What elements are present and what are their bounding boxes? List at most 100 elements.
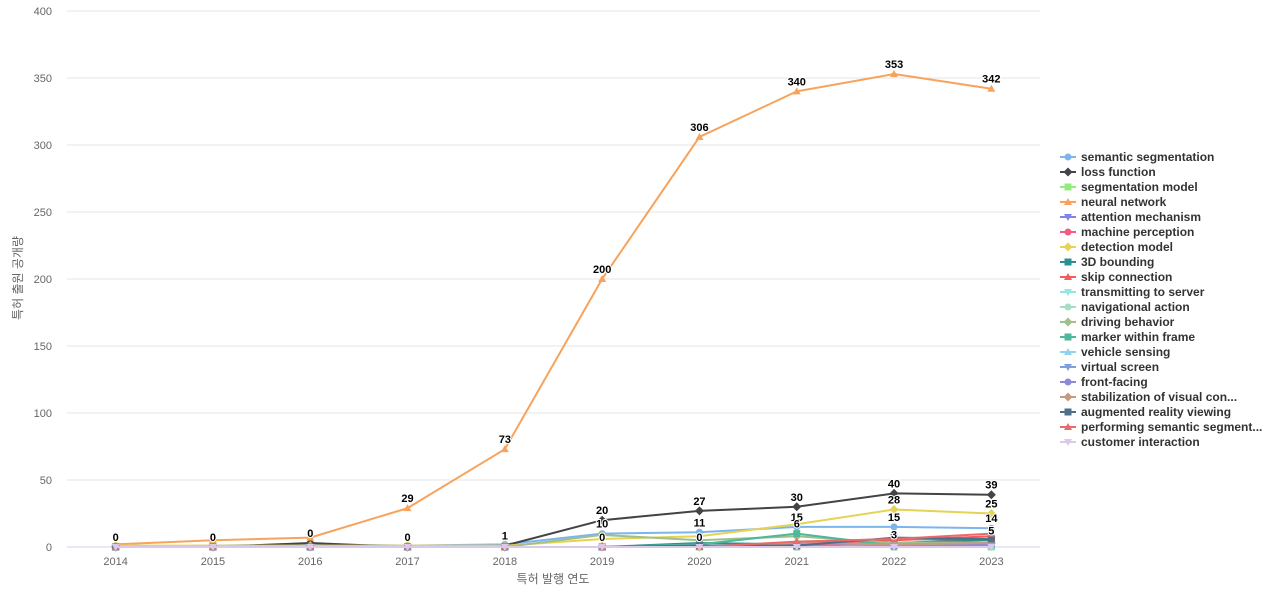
data-label: 0	[113, 532, 119, 544]
data-point[interactable]	[890, 544, 899, 551]
legend-item-machine-perception[interactable]: machine perception	[1060, 224, 1275, 239]
data-point[interactable]	[987, 544, 996, 551]
legend-item-skip-connection[interactable]: skip connection	[1060, 269, 1275, 284]
data-point[interactable]	[598, 544, 607, 551]
legend-marker-icon	[1063, 317, 1073, 326]
legend-item-transmitting-to-server[interactable]: transmitting to server	[1060, 284, 1275, 299]
x-tick-label: 2015	[201, 556, 225, 568]
data-point[interactable]	[987, 524, 995, 532]
legend-item-navigational-action[interactable]: navigational action	[1060, 299, 1275, 314]
legend-item-semantic-segmentation[interactable]: semantic segmentation	[1060, 149, 1275, 164]
legend-item-marker-within-frame[interactable]: marker within frame	[1060, 329, 1275, 344]
y-axis-ticks: 0 50 100 150 200 250 300 350 400	[34, 6, 52, 554]
x-tick-label: 2023	[979, 556, 1003, 568]
legend-item-augmented-reality-viewing[interactable]: augmented reality viewing	[1060, 404, 1275, 419]
data-point[interactable]	[987, 529, 996, 537]
y-tick-label: 250	[34, 207, 52, 219]
x-tick-label: 2014	[103, 556, 127, 568]
data-point[interactable]	[792, 537, 801, 545]
data-point[interactable]	[598, 275, 607, 282]
data-point[interactable]	[597, 530, 607, 540]
data-label: 0	[696, 532, 702, 544]
data-point[interactable]	[987, 535, 995, 543]
y-tick-label: 350	[34, 73, 52, 85]
legend-symbol-icon	[1060, 392, 1076, 401]
data-point[interactable]	[500, 445, 509, 453]
data-label: 200	[593, 264, 611, 276]
legend-marker-icon	[1064, 197, 1072, 205]
legend-label: attention mechanism	[1081, 209, 1202, 224]
legend-marker-icon	[1064, 213, 1072, 221]
data-point[interactable]	[208, 536, 217, 544]
legend-marker-icon	[1064, 347, 1072, 355]
data-label: 0	[210, 532, 216, 544]
data-point[interactable]	[695, 544, 704, 551]
data-point[interactable]	[403, 544, 412, 551]
data-label: 39	[985, 480, 997, 492]
legend-item-attention-mechanism[interactable]: attention mechanism	[1060, 209, 1275, 224]
legend-label: stabilization of visual con...	[1081, 389, 1238, 404]
legend-symbol-icon	[1060, 197, 1076, 205]
legend: semantic segmentation loss function segmen…	[1060, 149, 1275, 449]
data-point[interactable]	[986, 509, 996, 518]
data-label: 0	[599, 532, 605, 544]
legend-label: vehicle sensing	[1081, 344, 1171, 359]
y-tick-label: 200	[34, 274, 52, 286]
data-point[interactable]	[403, 504, 412, 512]
legend-item-customer-interaction[interactable]: customer interaction	[1060, 434, 1275, 449]
data-label: 28	[888, 494, 900, 506]
legend-item-detection-model[interactable]: detection model	[1060, 239, 1275, 254]
legend-label: loss function	[1081, 164, 1156, 179]
x-tick-label: 2018	[493, 556, 517, 568]
legend-symbol-icon	[1060, 347, 1076, 355]
legend-item-driving-behavior[interactable]: driving behavior	[1060, 314, 1275, 329]
legend-item-segmentation-model[interactable]: segmentation model	[1060, 179, 1275, 194]
legend-marker-icon	[1064, 303, 1072, 310]
legend-item-virtual-screen[interactable]: virtual screen	[1060, 359, 1275, 374]
legend-label: driving behavior	[1081, 314, 1175, 329]
legend-label: customer interaction	[1081, 434, 1200, 449]
legend-marker-icon	[1064, 183, 1072, 190]
legend-label: marker within frame	[1081, 329, 1196, 344]
legend-symbol-icon	[1060, 258, 1076, 265]
y-tick-label: 150	[34, 341, 52, 353]
legend-item-stabilization-of-visual-con[interactable]: stabilization of visual con...	[1060, 389, 1275, 404]
legend-marker-icon	[1064, 272, 1072, 280]
data-point[interactable]	[306, 544, 315, 551]
legend-item-vehicle-sensing[interactable]: vehicle sensing	[1060, 344, 1275, 359]
legend-item-neural-network[interactable]: neural network	[1060, 194, 1275, 209]
legend-item-loss-function[interactable]: loss function	[1060, 164, 1275, 179]
data-point[interactable]	[792, 502, 802, 512]
data-point[interactable]	[694, 506, 704, 516]
data-point[interactable]	[597, 515, 607, 525]
legend-item-3d-bounding[interactable]: 3D bounding	[1060, 254, 1275, 269]
data-point[interactable]	[890, 69, 899, 77]
data-point[interactable]	[792, 519, 802, 529]
data-point[interactable]	[986, 490, 996, 500]
data-point[interactable]	[208, 544, 217, 551]
legend-label: transmitting to server	[1081, 284, 1205, 299]
legend-symbol-icon	[1060, 213, 1076, 221]
data-point[interactable]	[890, 534, 899, 542]
legend-item-front-facing[interactable]: front-facing	[1060, 374, 1275, 389]
data-point[interactable]	[889, 488, 899, 498]
legend-item-performing-semantic-segment[interactable]: performing semantic segment...	[1060, 419, 1275, 434]
data-point[interactable]	[695, 132, 704, 140]
data-point[interactable]	[306, 533, 315, 541]
data-point[interactable]	[890, 523, 898, 531]
legend-symbol-icon	[1060, 288, 1076, 296]
data-point[interactable]	[987, 84, 996, 92]
data-label: 1	[502, 531, 508, 543]
legend-label: performing semantic segment...	[1081, 419, 1263, 434]
data-point[interactable]	[793, 530, 801, 538]
data-point[interactable]	[500, 544, 509, 551]
legend-label: virtual screen	[1081, 359, 1160, 374]
data-point[interactable]	[792, 544, 801, 551]
data-point[interactable]	[889, 504, 899, 514]
data-point[interactable]	[792, 87, 801, 95]
legend-label: front-facing	[1081, 374, 1148, 389]
legend-label: neural network	[1081, 194, 1167, 209]
legend-symbol-icon	[1060, 438, 1076, 446]
data-point[interactable]	[111, 544, 120, 551]
